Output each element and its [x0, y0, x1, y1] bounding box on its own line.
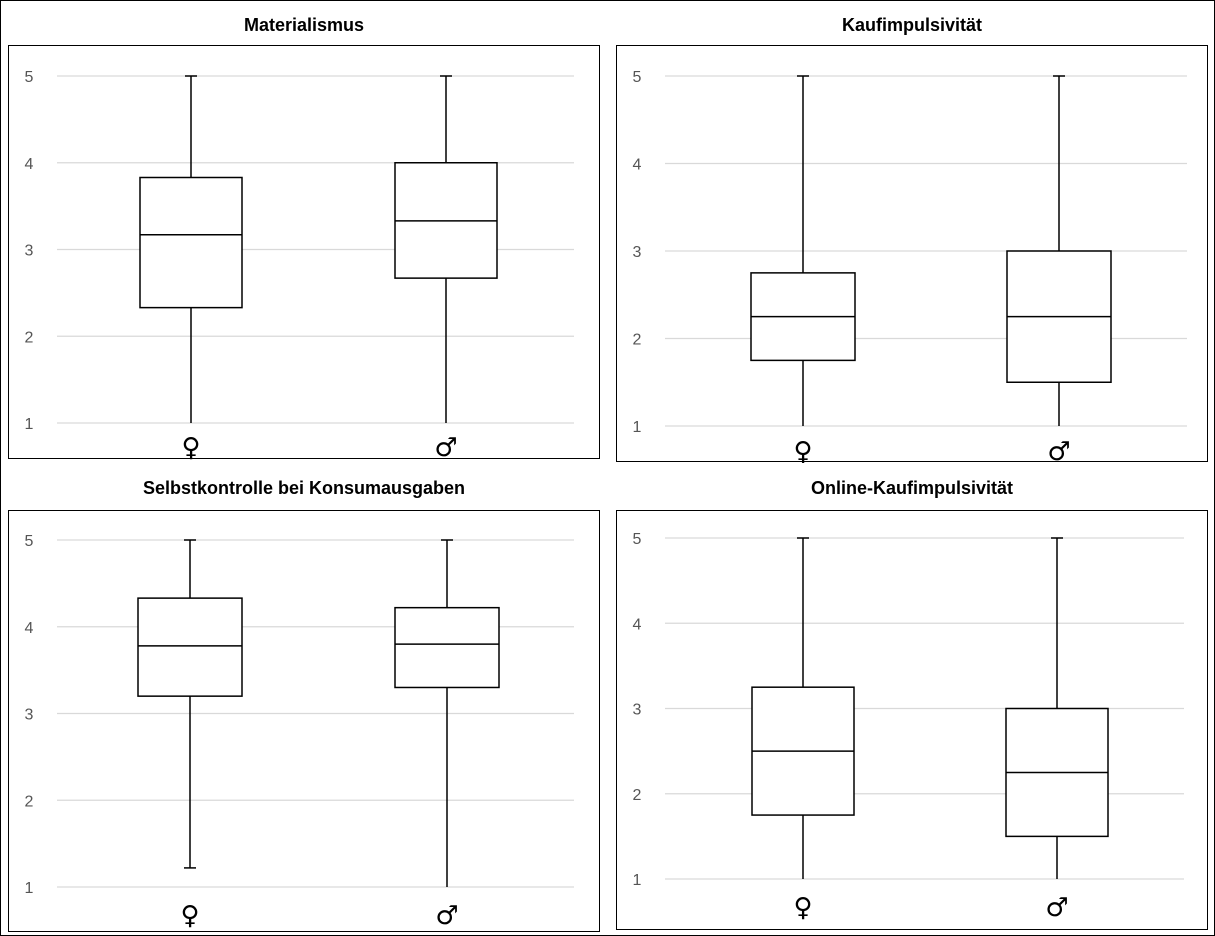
box-male [394, 75, 498, 423]
box-iqr [394, 606, 500, 689]
box-male [1005, 537, 1109, 879]
y-tick-label: 1 [633, 872, 642, 889]
plot-area: 1 2 3 4 5 ♀ ♂ [8, 510, 600, 932]
male-symbol-label: ♂ [1045, 893, 1068, 923]
box-iqr [139, 176, 243, 309]
y-tick-label: 5 [633, 531, 642, 548]
female-symbol-label: ♀ [180, 901, 199, 931]
chart-title: Online-Kaufimpulsivität [810, 477, 1014, 498]
chart-title: Selbstkontrolle bei Konsumausgaben [142, 477, 466, 498]
y-tick-label: 2 [25, 329, 34, 346]
female-symbol-label: ♀ [181, 433, 200, 460]
y-tick-label: 3 [633, 244, 642, 261]
boxplot-online-kaufimpulsivitaet: 1 2 3 4 5 ♀ ♂ [633, 531, 1184, 923]
y-tick-label: 4 [633, 157, 642, 174]
y-tick-label: 4 [25, 620, 34, 637]
plot-area: 1 2 3 4 5 ♀ ♂ [616, 45, 1208, 463]
panel-materialismus: Materialismus 1 2 3 4 5 ♀ ♂ [8, 5, 600, 460]
box-male [394, 539, 500, 887]
y-tick-label: 4 [25, 156, 34, 173]
y-tick-label: 3 [633, 702, 642, 719]
y-tick-label: 1 [633, 419, 642, 436]
box-female [750, 75, 856, 426]
plot-area: 1 2 3 4 5 ♀ ♂ [8, 45, 600, 460]
y-tick-label: 5 [25, 69, 34, 86]
y-tick-label: 1 [25, 880, 34, 897]
box-iqr [137, 597, 243, 697]
box-female [139, 75, 243, 423]
y-tick-label: 5 [25, 533, 34, 550]
boxplot-kaufimpulsivitaet: 1 2 3 4 5 ♀ ♂ [633, 69, 1187, 463]
panel-kaufimpulsivitaet: Kaufimpulsivität 1 2 3 4 5 ♀ ♂ [616, 5, 1208, 463]
y-tick-label: 1 [25, 416, 34, 433]
y-tick-label: 2 [633, 332, 642, 349]
y-tick-label: 3 [25, 243, 34, 260]
boxplot-selbstkontrolle: 1 2 3 4 5 ♀ ♂ [25, 533, 574, 931]
chart-title: Kaufimpulsivität [841, 14, 983, 35]
box-female [751, 537, 855, 879]
y-tick-label: 2 [25, 793, 34, 810]
y-tick-label: 3 [25, 707, 34, 724]
male-symbol-label: ♂ [435, 901, 458, 931]
male-symbol-label: ♂ [434, 433, 457, 460]
female-symbol-label: ♀ [793, 893, 812, 923]
chart-title: Materialismus [243, 14, 365, 35]
y-tick-label: 5 [633, 69, 642, 86]
female-symbol-label: ♀ [793, 437, 812, 463]
box-male [1006, 75, 1112, 426]
box-female [137, 539, 243, 869]
y-tick-label: 2 [633, 787, 642, 804]
male-symbol-label: ♂ [1047, 437, 1070, 463]
panel-online-kaufimpulsivitaet: Online-Kaufimpulsivität 1 2 3 4 5 ♀ ♂ [616, 468, 1208, 930]
boxplot-materialismus: 1 2 3 4 5 ♀ ♂ [25, 69, 574, 460]
y-tick-label: 4 [633, 616, 642, 633]
panel-selbstkontrolle: Selbstkontrolle bei Konsumausgaben 1 2 3 4 5… [8, 468, 600, 932]
plot-area: 1 2 3 4 5 ♀ ♂ [616, 510, 1208, 930]
